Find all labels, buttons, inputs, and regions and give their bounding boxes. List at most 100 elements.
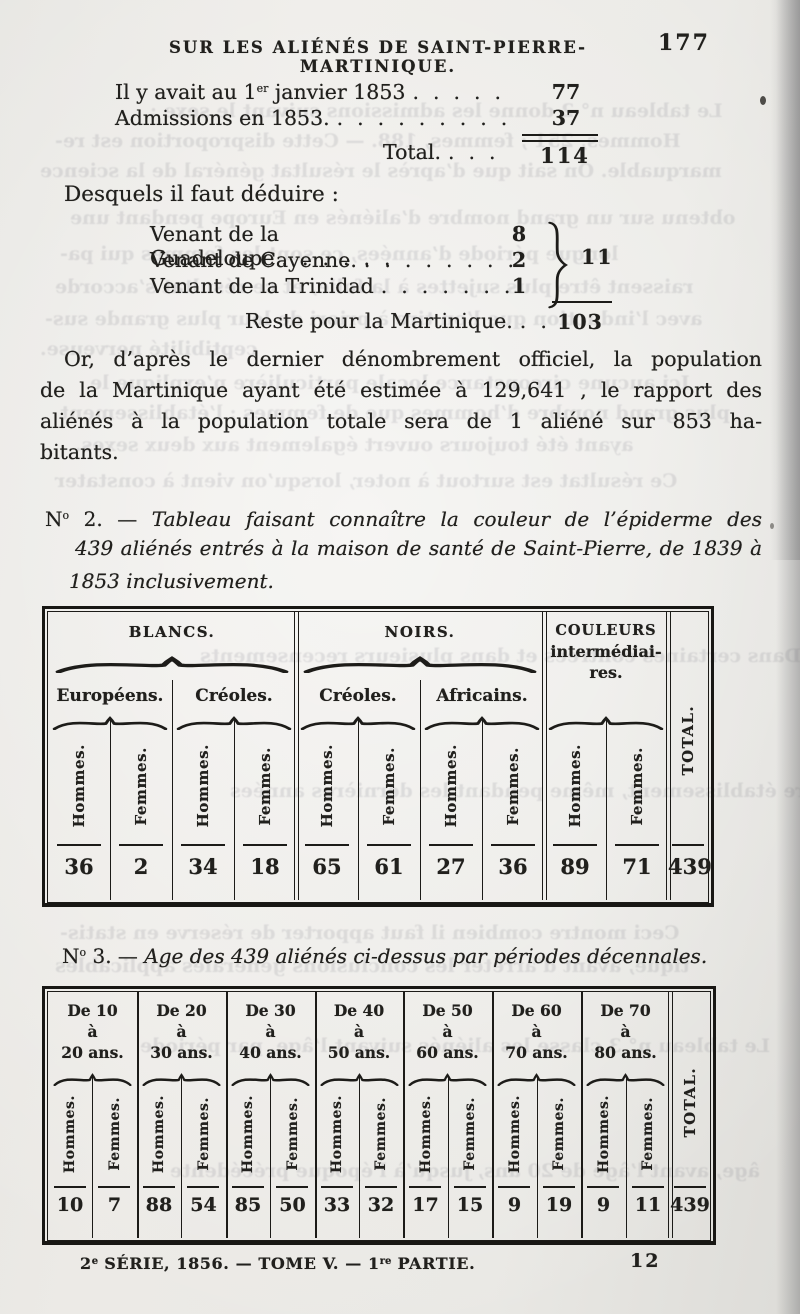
summary-total-row: Total.... 114 <box>115 134 600 172</box>
age-line: De 40 <box>333 1001 385 1020</box>
column-header-femmes: Femmes. <box>626 1086 670 1182</box>
column-header-femmes: Femmes. <box>181 1086 226 1182</box>
column-header-hommes: Hommes. <box>315 1086 359 1182</box>
column-header-label: Hommes. <box>566 744 584 828</box>
paragraph-line: aliénés à la population totale sera de 1… <box>40 409 762 433</box>
overbrace-icon <box>320 1071 399 1087</box>
cell-rule <box>305 844 349 846</box>
table-cell: 9 <box>596 1194 611 1216</box>
column-header-label: Hommes. <box>318 744 336 828</box>
body-paragraph: Or, d’après le dernier dénombrement offi… <box>40 344 762 468</box>
cell-rule <box>243 844 287 846</box>
table-total-cell: 439 <box>668 854 712 879</box>
dot-leader: ..... <box>412 80 516 104</box>
cell-rule <box>181 844 225 846</box>
column-divider <box>92 1076 93 1238</box>
group-header: NOIRS. <box>384 623 456 641</box>
table2-caption: No 3. — Age des 439 aliénés ci-dessus pa… <box>62 944 762 968</box>
dot-leader: ... <box>447 140 510 164</box>
column-header-label: Hommes. <box>595 1094 612 1174</box>
column-header-label: Femmes. <box>373 1097 389 1171</box>
age-group-header: De 60 à 70 ans. <box>492 1000 581 1063</box>
overbrace-icon <box>302 656 538 674</box>
age-line: De 10 <box>67 1001 118 1020</box>
column-divider <box>626 1076 627 1238</box>
group-divider <box>546 612 547 900</box>
cell-rule <box>119 844 163 846</box>
dot-leader: ......... <box>336 106 522 130</box>
column-header-label: Femmes. <box>195 1097 212 1171</box>
column-header-hommes: Hommes. <box>403 1086 448 1182</box>
table-cell: 17 <box>412 1194 439 1216</box>
total-label: Total. <box>383 140 441 164</box>
double-rule <box>522 134 598 142</box>
cell-rule <box>553 844 597 846</box>
column-header-femmes: Femmes. <box>234 732 296 840</box>
column-divider <box>358 720 359 900</box>
subgroup-header: Créoles. <box>195 686 273 706</box>
caption-number: N <box>45 507 63 531</box>
column-header-total: TOTAL. <box>668 640 708 840</box>
group-divider <box>294 612 295 900</box>
deduction-value: 2 <box>511 248 527 272</box>
group-divider <box>403 992 405 1238</box>
cell-rule <box>143 1186 175 1188</box>
deduction-row: Venant de la Trinidad....... 1 <box>150 274 530 300</box>
age-line: De 20 <box>156 1001 207 1020</box>
column-header-label: Hommes. <box>442 744 460 828</box>
caption-number: N <box>62 944 80 968</box>
dot-leader: ...... <box>281 246 405 270</box>
group-header-line: res. <box>589 663 623 682</box>
column-header-label: Hommes. <box>417 1094 434 1174</box>
deduction-row: Venant de la Guadeloupe...... 8 <box>150 222 530 270</box>
group-header-line: intermédiai- <box>550 642 662 661</box>
overbrace-icon <box>300 715 416 731</box>
cell-rule <box>672 844 704 846</box>
group-divider <box>137 992 139 1238</box>
cell-rule <box>409 1186 441 1188</box>
deduction-label: Venant de Cayenne. <box>150 248 357 272</box>
column-header-label: Hommes. <box>240 1094 256 1174</box>
column-header-label: Hommes. <box>506 1094 523 1174</box>
summary-value: 37 <box>551 106 581 130</box>
caption-text: Age des 439 aliénés ci-dessus par périod… <box>144 944 708 968</box>
column-header-femmes: Femmes. <box>92 1086 137 1182</box>
age-line: à <box>176 1022 187 1041</box>
column-header-label: TOTAL. <box>681 1066 699 1138</box>
subgroup-header: Créoles. <box>319 686 397 706</box>
group-divider <box>298 612 299 900</box>
age-group-header: De 10 à 20 ans. <box>48 1000 137 1063</box>
column-header-label: Femmes. <box>380 746 398 826</box>
table-cell: 18 <box>250 854 280 879</box>
table-epiderme: BLANCS. NOIRS. COULEURS intermédiai- res… <box>42 606 714 907</box>
footer-text: PARTIE. <box>391 1254 476 1273</box>
column-divider <box>270 1076 271 1238</box>
column-header-femmes: Femmes. <box>537 1086 581 1182</box>
reste-row: Reste pour la Martinique... 103 <box>245 309 612 334</box>
bleedthrough-text: Ceci montre combien il faut apporter de … <box>60 922 680 944</box>
column-header-hommes: Hommes. <box>48 1086 92 1182</box>
group-header-line: COULEURS <box>555 622 657 639</box>
paragraph-line: Or, d’après le dernier dénombrement offi… <box>64 347 762 371</box>
column-header-label: Femmes. <box>640 1097 656 1171</box>
table-body: De 10 à 20 ans. De 20 à 30 ans. De 30 à 40 ans… <box>47 991 711 1241</box>
ordinal-superscript: e <box>91 1256 99 1267</box>
overbrace-icon <box>408 1071 487 1087</box>
table-frame: BLANCS. NOIRS. COULEURS intermédiai- res… <box>42 606 714 907</box>
cell-rule <box>632 1186 664 1188</box>
table1-caption: No 2. — Tableau faisant connaître la cou… <box>45 499 762 598</box>
footer-imprint: 2e SÉRIE, 1856. — TOME V. — 1re PARTIE. <box>80 1254 475 1273</box>
column-divider <box>448 1076 449 1238</box>
column-header-femmes: Femmes. <box>270 1086 315 1182</box>
overbrace-icon <box>53 1071 132 1087</box>
table-cell: 7 <box>107 1194 122 1216</box>
deduction-value: 1 <box>511 274 527 298</box>
column-header-femmes: Femmes. <box>359 1086 403 1182</box>
summary-row: Il y avait au 1er janvier 1853..... 77 <box>115 80 600 106</box>
column-divider <box>482 720 483 900</box>
signature-number: 12 <box>630 1250 661 1272</box>
table-cell: 85 <box>234 1194 262 1216</box>
group-header: BLANCS. <box>128 623 216 641</box>
ordinal-superscript: re <box>379 1256 392 1267</box>
table-cell: 88 <box>145 1194 173 1216</box>
